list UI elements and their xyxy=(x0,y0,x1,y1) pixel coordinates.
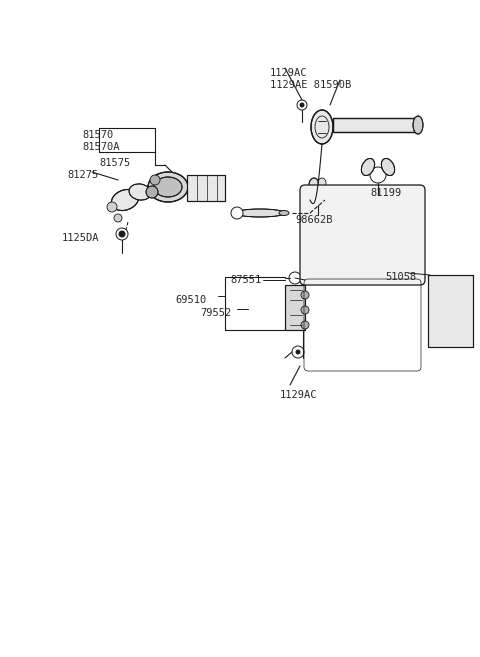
Bar xyxy=(285,285,305,330)
Text: 79552: 79552 xyxy=(200,308,231,318)
Bar xyxy=(428,275,473,347)
Ellipse shape xyxy=(382,158,395,175)
Bar xyxy=(333,118,418,132)
Ellipse shape xyxy=(129,184,151,200)
Text: 98662B: 98662B xyxy=(295,215,333,225)
Circle shape xyxy=(150,175,160,185)
Circle shape xyxy=(301,291,309,299)
Text: 81275: 81275 xyxy=(67,170,98,180)
Ellipse shape xyxy=(413,116,423,134)
Text: 81199: 81199 xyxy=(370,188,401,198)
Text: 81575: 81575 xyxy=(99,158,130,168)
Ellipse shape xyxy=(318,178,326,188)
Bar xyxy=(187,175,225,201)
Bar xyxy=(333,118,418,132)
Circle shape xyxy=(301,306,309,314)
Text: 81570A: 81570A xyxy=(82,142,120,152)
Ellipse shape xyxy=(361,158,374,175)
Circle shape xyxy=(114,214,122,222)
Circle shape xyxy=(300,103,304,107)
Ellipse shape xyxy=(154,177,182,197)
Ellipse shape xyxy=(148,172,188,202)
Circle shape xyxy=(119,231,125,237)
Bar xyxy=(285,285,305,330)
Circle shape xyxy=(107,202,117,212)
Circle shape xyxy=(146,186,158,198)
Circle shape xyxy=(296,350,300,354)
Circle shape xyxy=(231,207,243,219)
Text: 51058: 51058 xyxy=(385,272,416,282)
FancyBboxPatch shape xyxy=(300,185,425,285)
Ellipse shape xyxy=(309,178,319,192)
Ellipse shape xyxy=(311,110,333,144)
Ellipse shape xyxy=(235,209,285,217)
Text: 81570: 81570 xyxy=(82,130,113,140)
Text: 1129AE 81590B: 1129AE 81590B xyxy=(270,80,351,90)
Ellipse shape xyxy=(111,189,139,210)
Circle shape xyxy=(301,321,309,329)
Ellipse shape xyxy=(279,210,289,215)
Text: 1129AC: 1129AC xyxy=(270,68,308,78)
Bar xyxy=(428,275,473,347)
Text: 1129AC: 1129AC xyxy=(280,390,317,400)
Bar xyxy=(187,175,225,201)
Text: 69510: 69510 xyxy=(175,295,206,305)
Text: 87551: 87551 xyxy=(230,275,261,285)
Text: 1125DA: 1125DA xyxy=(62,233,99,243)
